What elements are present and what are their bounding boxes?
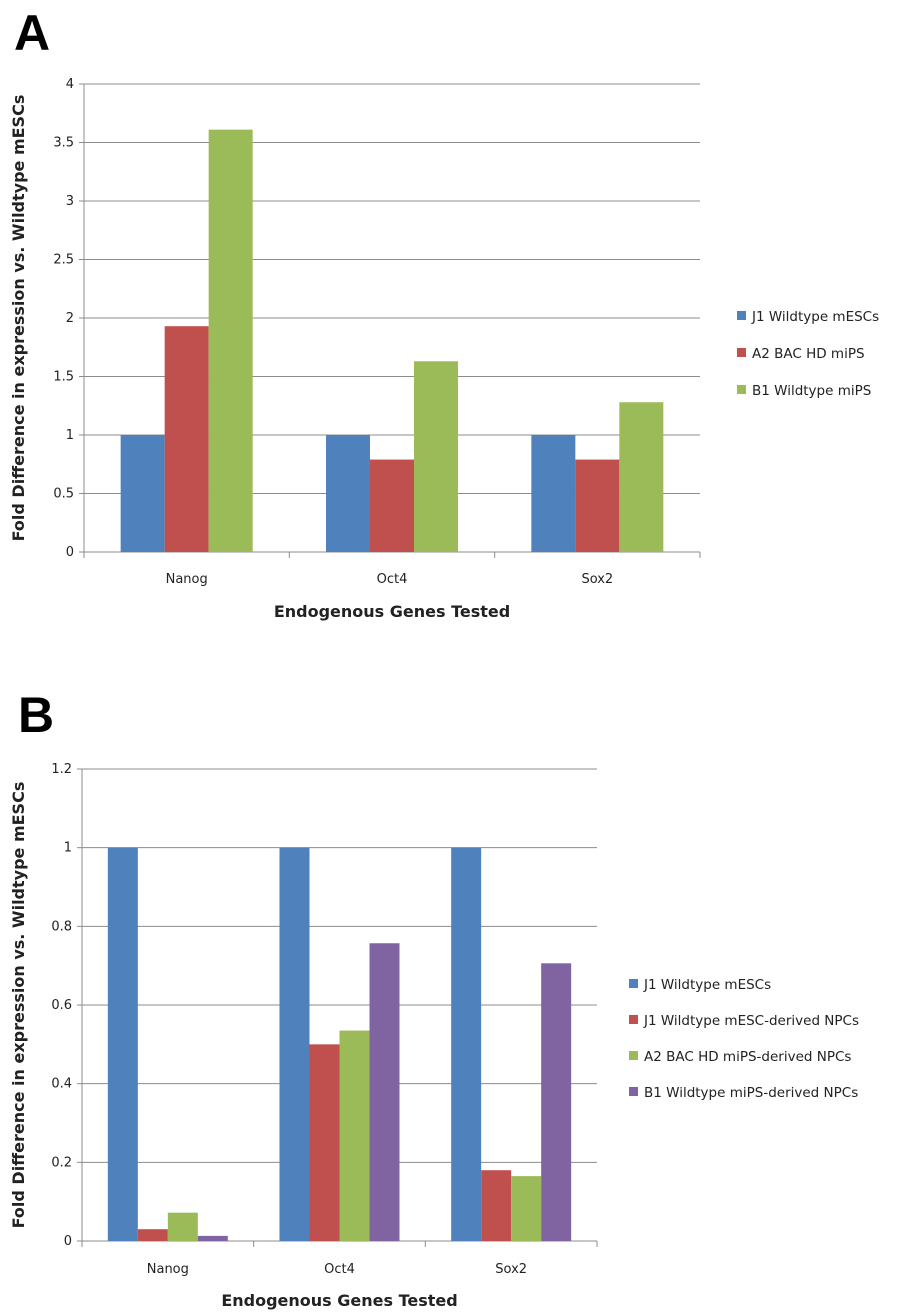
bar-nanog-2 [164,326,209,552]
y-tick-label: 1.5 [53,370,74,385]
x-category-label: Nanog [166,572,208,587]
legend-label: A2 BAC HD miPS-derived NPCs [644,1049,851,1065]
bar-sox2-1 [531,435,576,552]
bar-oct4-2 [309,1044,340,1241]
legend-swatch [629,1051,638,1060]
y-tick-label: 0 [64,1234,72,1249]
bar-oct4-4 [369,943,400,1241]
y-tick-label: 0.5 [53,487,74,502]
panel-a-letter: A [14,5,51,61]
y-tick-label: 0.2 [51,1155,72,1170]
panel-b-letter: B [18,687,55,743]
y-tick-label: 0.4 [51,1077,72,1092]
bar-nanog-2 [137,1229,168,1241]
bar-oct4-3 [414,361,458,552]
bar-oct4-2 [370,459,414,552]
chart-a: 0 0.5 1 1.5 2 2.5 3 3.5 4 Nanog Oct4 Sox2 Endogenous… [9,77,879,621]
y-tick-label: 1.2 [51,762,72,777]
y-tick-label: 0.8 [51,919,72,934]
y-tick-label: 0 [66,545,74,560]
y-tick-label: 1 [66,428,74,443]
chart-b: 0 0.2 0.4 0.6 0.8 1 1.2 Nanog Oct4 Sox2 Endogenous… [9,762,859,1310]
legend-label: J1 Wildtype mESCs [643,977,771,993]
bar-nanog-3 [208,129,253,552]
x-category-label: Nanog [147,1262,189,1277]
x-axis-title: Endogenous Genes Tested [274,602,510,621]
y-tick-label: 2.5 [53,253,74,268]
bar-sox2-2 [481,1170,512,1241]
bar-sox2-3 [619,402,664,552]
legend: J1 Wildtype mESCs J1 Wildtype mESC-derive… [629,977,859,1101]
legend-swatch [737,385,746,394]
bar-sox2-4 [541,963,572,1241]
bar-sox2-2 [575,459,620,552]
legend-swatch [629,979,638,988]
x-axis-title: Endogenous Genes Tested [221,1291,457,1310]
y-tick-label: 3 [66,194,74,209]
y-tick-label: 3.5 [53,136,74,151]
y-axis-title: Fold Difference in expression vs. Wildty… [9,782,28,1229]
bar-nanog-3 [167,1212,198,1241]
y-axis-title: Fold Difference in expression vs. Wildty… [9,95,28,542]
legend-label: A2 BAC HD miPS [752,346,865,362]
x-category-label: Sox2 [495,1262,527,1277]
legend-label: B1 Wildtype miPS-derived NPCs [644,1085,858,1101]
y-tick-label: 0.6 [51,998,72,1013]
bar-oct4-1 [279,847,310,1241]
x-category-label: Oct4 [324,1262,355,1277]
y-tick-label: 1 [64,841,72,856]
legend-swatch [737,311,746,320]
bar-nanog-4 [197,1235,228,1241]
legend: J1 Wildtype mESCs A2 BAC HD miPS B1 Wildty… [737,309,879,399]
bar-nanog-1 [107,847,138,1241]
bar-oct4-1 [326,435,370,552]
legend-swatch [737,348,746,357]
bar-nanog-1 [120,435,165,552]
legend-swatch [629,1015,638,1024]
x-category-label: Sox2 [581,572,613,587]
legend-label: J1 Wildtype mESCs [751,309,879,325]
bar-sox2-3 [511,1176,542,1241]
legend-swatch [629,1087,638,1096]
legend-label: B1 Wildtype miPS [752,383,871,399]
x-category-label: Oct4 [377,572,408,587]
legend-label: J1 Wildtype mESC-derived NPCs [643,1013,859,1029]
bar-sox2-1 [451,847,482,1241]
y-tick-label: 4 [66,77,74,92]
bar-oct4-3 [339,1030,370,1241]
y-tick-label: 2 [66,311,74,326]
